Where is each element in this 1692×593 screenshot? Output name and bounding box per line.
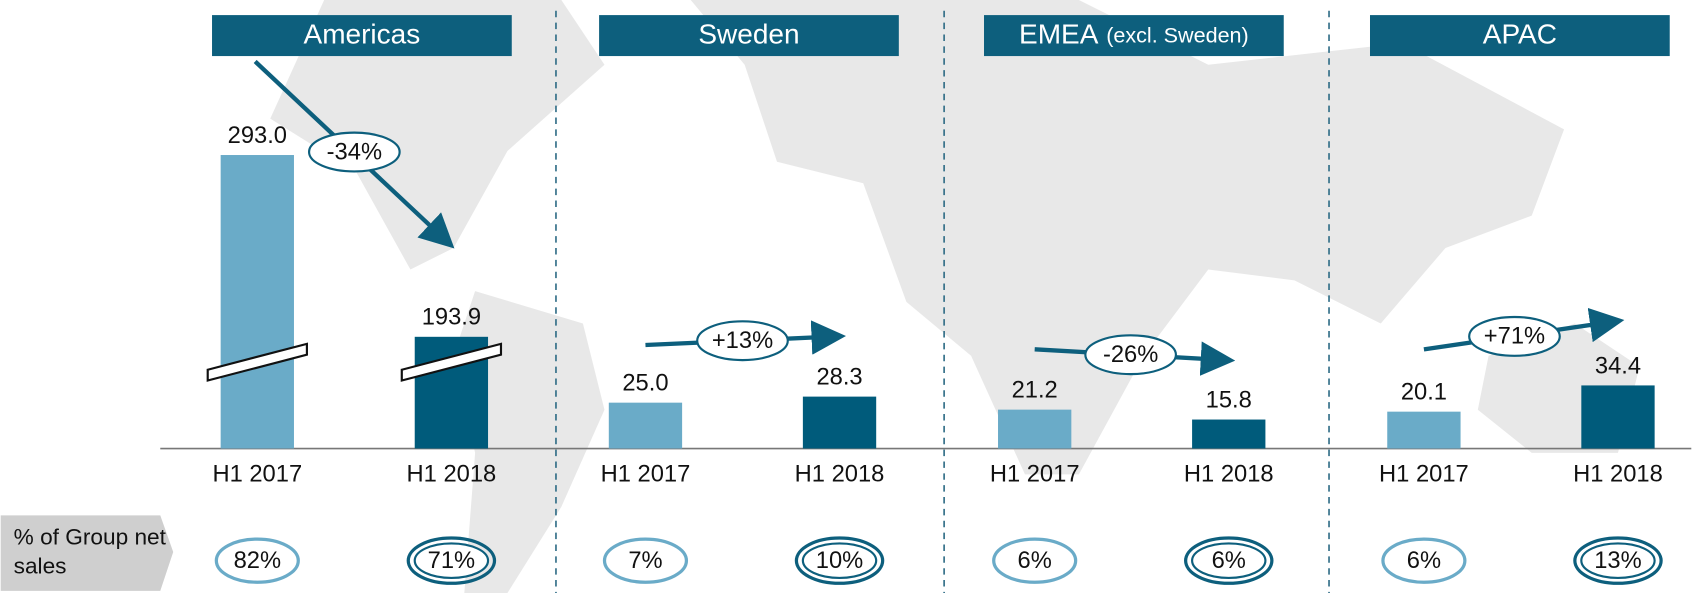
region-subtitle: (excl. Sweden) xyxy=(1106,22,1249,47)
category-label: H1 2017 xyxy=(1379,462,1469,488)
share-label: 6% xyxy=(1018,548,1052,574)
region-header xyxy=(1369,15,1670,57)
change-label: -26% xyxy=(1103,342,1158,368)
change-bubble xyxy=(696,320,789,362)
share-label: 71% xyxy=(428,548,475,574)
share-label: 10% xyxy=(816,548,863,574)
value-label: 34.4 xyxy=(1595,353,1641,379)
value-label: 293.0 xyxy=(228,123,287,149)
category-label: H1 2018 xyxy=(1184,462,1274,488)
share-ring xyxy=(1580,542,1656,579)
bar xyxy=(1581,385,1655,449)
change-label: +13% xyxy=(712,328,773,354)
change-bubble xyxy=(1084,334,1178,376)
world-map-background xyxy=(270,0,1640,593)
region-title: Americas xyxy=(304,19,421,50)
bar xyxy=(220,155,294,449)
share-ring-outer xyxy=(1573,536,1663,585)
share-ring xyxy=(1191,542,1267,579)
share-ring xyxy=(413,542,490,579)
value-label: 28.3 xyxy=(816,365,862,391)
change-bubble xyxy=(307,131,401,173)
row-label: % of Group net sales xyxy=(13,525,166,579)
bar xyxy=(608,402,683,449)
share-ring xyxy=(214,537,300,584)
change-label: +71% xyxy=(1484,324,1545,350)
value-label: 21.2 xyxy=(1012,378,1058,404)
bar xyxy=(998,409,1072,449)
share-ring-outer xyxy=(406,536,497,585)
region-header xyxy=(212,15,512,57)
change-label: -34% xyxy=(327,139,382,165)
share-ring-outer xyxy=(1184,536,1274,585)
region-title: Sweden xyxy=(698,19,799,50)
region-title-text: APAC xyxy=(1483,19,1557,50)
region-title-text: Americas xyxy=(304,19,421,50)
share-ring xyxy=(801,542,878,579)
value-label: 25.0 xyxy=(622,371,668,397)
category-label: H1 2017 xyxy=(990,462,1080,488)
share-label: 82% xyxy=(234,548,281,574)
row-label-chevron xyxy=(0,515,174,591)
category-label: H1 2017 xyxy=(212,462,302,488)
bar xyxy=(1387,411,1461,449)
region-header xyxy=(984,15,1284,57)
axis-break xyxy=(206,342,308,382)
change-bubble xyxy=(1468,315,1561,357)
category-label: H1 2018 xyxy=(795,462,885,488)
axis-break xyxy=(400,342,503,382)
share-label: 6% xyxy=(1212,548,1246,574)
category-label: H1 2018 xyxy=(1573,462,1663,488)
category-label: H1 2017 xyxy=(601,462,691,488)
value-label: 20.1 xyxy=(1401,380,1447,406)
region-title: EMEA (excl. Sweden) xyxy=(1019,19,1249,50)
region-title-text: Sweden xyxy=(698,19,799,50)
share-ring xyxy=(992,537,1078,584)
share-label: 13% xyxy=(1594,548,1641,574)
value-label: 15.8 xyxy=(1206,387,1252,413)
category-label: H1 2018 xyxy=(407,462,497,488)
bar xyxy=(1192,419,1266,449)
separators xyxy=(555,10,1330,593)
share-ring xyxy=(602,537,689,584)
share-label: 7% xyxy=(628,548,662,574)
share-label: 6% xyxy=(1407,548,1441,574)
value-label: 193.9 xyxy=(422,305,481,331)
row-label-box: % of Group net sales xyxy=(13,525,166,579)
share-ring-outer xyxy=(794,536,885,585)
region-title: APAC xyxy=(1483,19,1557,50)
bar xyxy=(802,396,877,449)
region-header xyxy=(599,15,899,57)
region-title-text: EMEA xyxy=(1019,19,1099,50)
share-ring xyxy=(1381,537,1467,584)
